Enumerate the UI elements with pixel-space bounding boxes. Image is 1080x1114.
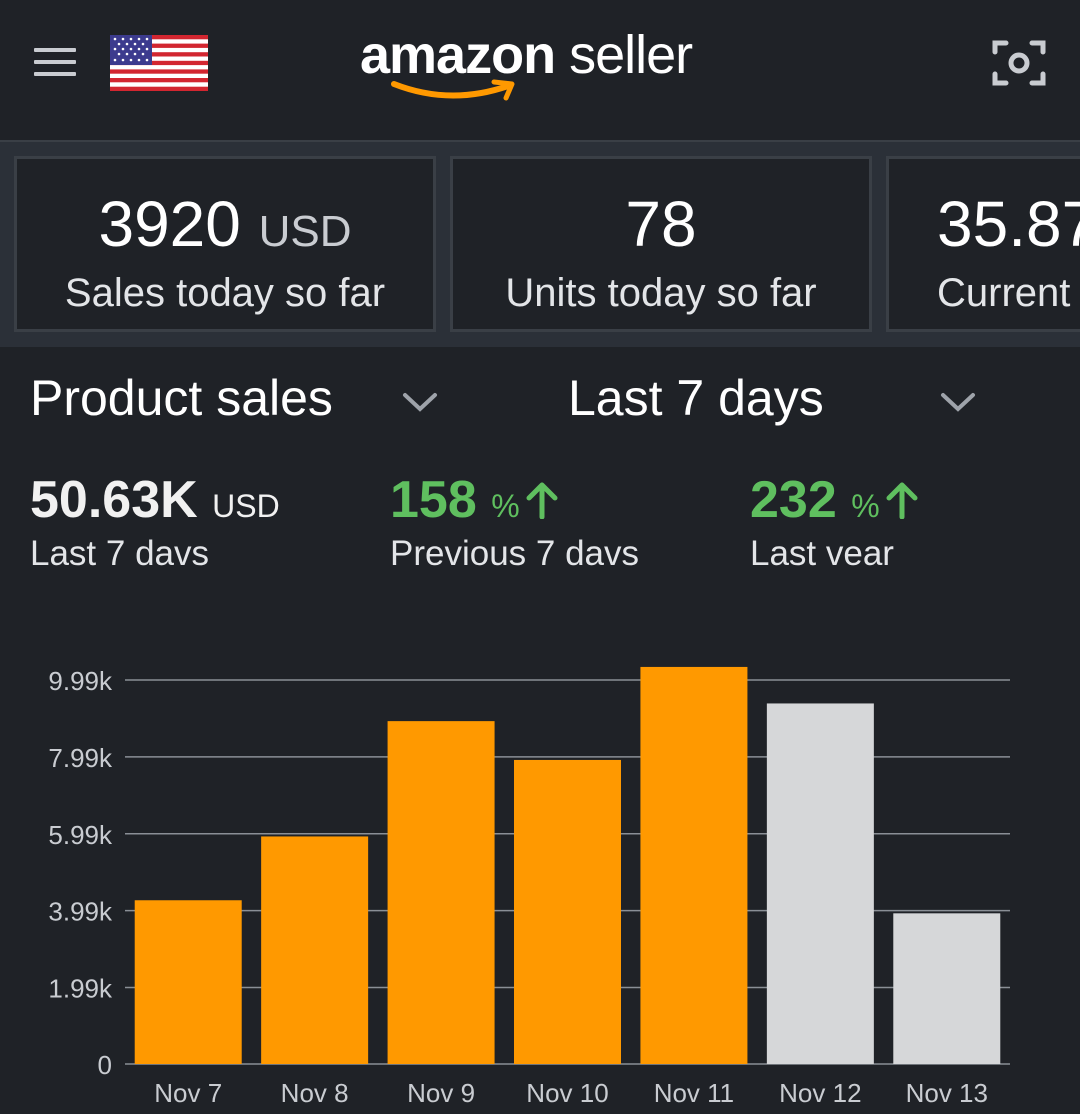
logo-seller-word: seller	[555, 25, 693, 85]
y-tick-label: 7.99k	[48, 743, 113, 773]
units-today-value: 78	[625, 188, 697, 260]
previous-period-stat: 158 % Previous 7 davs	[390, 470, 639, 590]
chevron-down-icon	[403, 393, 437, 412]
metric-dropdown-label: Product sales	[30, 370, 333, 426]
amazon-smile-icon	[391, 79, 515, 101]
units-today-label: Units today so far	[505, 271, 817, 315]
previous-period-value: 158 %	[390, 470, 639, 530]
chart-bar[interactable]	[261, 836, 369, 1064]
chevron-down-icon	[941, 393, 975, 412]
date-range-dropdown[interactable]: Last 7 days	[568, 365, 988, 435]
metric-cards-strip[interactable]: 3920 USD Sales today so far 78 Units tod…	[0, 142, 1080, 347]
hamburger-menu-icon[interactable]	[34, 48, 76, 78]
arrow-up-icon	[886, 482, 918, 519]
x-tick-label: Nov 9	[407, 1078, 475, 1108]
current-metric-value: 35.87	[937, 188, 1080, 260]
units-today-card[interactable]: 78 Units today so far	[450, 156, 872, 332]
sales-today-value: 3920 USD	[98, 188, 352, 260]
chart-bar[interactable]	[640, 666, 748, 1064]
chart-bar[interactable]	[893, 913, 1001, 1064]
x-tick-label: Nov 7	[154, 1078, 222, 1108]
x-tick-label: Nov 10	[526, 1078, 608, 1108]
sales-today-unit: USD	[258, 207, 352, 256]
x-tick-label: Nov 13	[906, 1078, 988, 1108]
date-range-label: Last 7 days	[568, 370, 824, 426]
chart-bar[interactable]	[514, 759, 621, 1064]
last-year-unit: %	[851, 488, 880, 524]
x-tick-label: Nov 11	[654, 1078, 734, 1108]
total-sales-label: Last 7 davs	[30, 534, 209, 573]
chart-bar[interactable]	[134, 900, 242, 1064]
previous-period-unit: %	[491, 488, 520, 524]
previous-period-label: Previous 7 davs	[390, 534, 640, 573]
sales-bar-chart[interactable]: 0 1.99k 3.99k 5.99k 7.99k 9.99k Nov 7 Nov 8 Nov …	[0, 640, 1080, 1114]
last-year-value: 232 %	[750, 470, 920, 530]
x-tick-label: Nov 12	[779, 1078, 861, 1108]
y-tick-label: 3.99k	[48, 897, 113, 927]
total-sales-stat: 50.63K USD Last 7 davs	[30, 470, 280, 590]
sales-today-card[interactable]: 3920 USD Sales today so far	[14, 156, 436, 332]
chart-bar[interactable]	[387, 721, 495, 1064]
app-header: amazon seller	[0, 0, 1080, 142]
sales-today-label: Sales today so far	[64, 271, 386, 315]
logo-amazon-word: amazon	[360, 25, 556, 85]
metric-dropdown[interactable]: Product sales	[30, 365, 450, 435]
last-year-stat: 232 % Last vear	[750, 470, 920, 590]
y-tick-label: 1.99k	[48, 974, 113, 1004]
amazon-seller-logo: amazon seller	[360, 24, 730, 114]
arrow-up-icon	[526, 482, 558, 519]
us-flag-icon[interactable]	[110, 35, 208, 91]
x-tick-label: Nov 8	[281, 1078, 349, 1108]
current-metric-card[interactable]: 35.87 Current	[886, 156, 1080, 332]
chart-bar[interactable]	[766, 703, 874, 1064]
logo-text: amazon seller	[360, 24, 693, 86]
current-metric-label: Current	[937, 271, 1071, 315]
camera-scan-icon[interactable]	[992, 38, 1046, 88]
last-year-label: Last vear	[750, 534, 894, 573]
total-sales-unit: USD	[212, 488, 280, 524]
y-tick-label: 5.99k	[48, 820, 113, 850]
y-tick-label: 0	[98, 1050, 112, 1080]
total-sales-value: 50.63K USD	[30, 471, 280, 529]
y-tick-label: 9.99k	[48, 666, 113, 696]
